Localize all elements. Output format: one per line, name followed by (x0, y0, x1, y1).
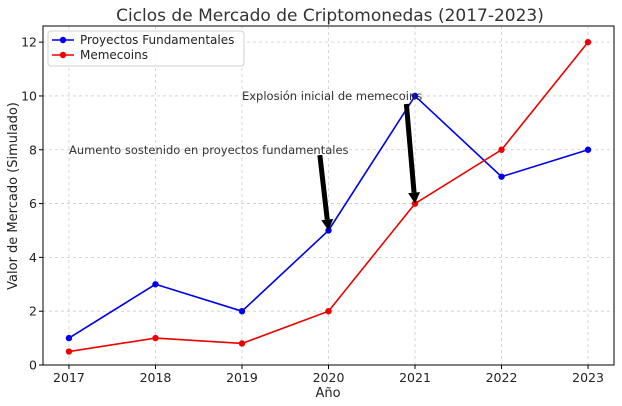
y-tick-label: 6 (29, 196, 37, 211)
y-tick-label: 8 (29, 142, 37, 157)
x-tick-label: 2021 (399, 370, 431, 385)
x-axis-label: Año (315, 386, 340, 401)
x-tick-label: 2022 (486, 370, 518, 385)
x-tick-label: 2019 (226, 370, 258, 385)
annotation-layer: Aumento sostenido en proyectos fundament… (69, 89, 422, 231)
data-point-memecoins (498, 146, 505, 153)
legend-label-memecoins: Memecoins (80, 48, 148, 62)
data-point-proyectos-fundamentales (238, 307, 246, 315)
annotation-arrow-head (408, 192, 421, 204)
annotation-arrow-shaft (403, 103, 417, 193)
x-tick-label: 2017 (53, 370, 85, 385)
legend-marker-memecoins (59, 51, 67, 59)
x-tick-label: 2020 (313, 370, 345, 385)
y-tick-label: 4 (29, 250, 37, 265)
data-point-memecoins (584, 38, 592, 46)
data-point-memecoins (325, 307, 332, 315)
x-axis: 2017 2018 2019 2020 2021 2022 2023 (53, 365, 604, 385)
legend-label-proyectos-fundamentales: Proyectos Fundamentales (80, 33, 234, 47)
data-point-memecoins (152, 334, 159, 342)
y-tick-label: 2 (29, 304, 37, 319)
chart-title: Ciclos de Mercado de Criptomonedas (2017… (116, 6, 544, 26)
x-tick-label: 2018 (140, 370, 172, 385)
legend-box (47, 30, 245, 67)
data-point-proyectos-fundamentales (584, 146, 592, 153)
annotation-text: Explosión inicial de memecoins (242, 89, 422, 103)
annotation-arrow-shaft (317, 154, 330, 220)
x-tick-label: 2023 (572, 370, 604, 385)
y-axis-label: Valor de Mercado (Simulado) (6, 102, 21, 290)
data-point-memecoins (238, 340, 246, 347)
data-point-proyectos-fundamentales (411, 92, 419, 100)
data-point-proyectos-fundamentales (498, 173, 505, 180)
data-point-memecoins (65, 348, 73, 355)
legend-marker-proyectos-fundamentales (59, 36, 67, 44)
y-axis: 0 2 4 6 8 10 12 (21, 35, 43, 373)
y-tick-label: 12 (21, 35, 37, 50)
annotation-arrow-head (321, 218, 334, 231)
data-point-proyectos-fundamentales (65, 334, 73, 342)
y-tick-label: 0 (29, 358, 37, 373)
annotation-text: Aumento sostenido en proyectos fundament… (69, 143, 349, 157)
data-point-proyectos-fundamentales (152, 281, 159, 288)
y-tick-label: 10 (21, 88, 37, 103)
